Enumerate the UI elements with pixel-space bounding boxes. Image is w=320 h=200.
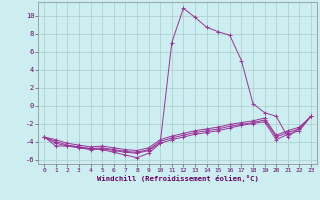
X-axis label: Windchill (Refroidissement éolien,°C): Windchill (Refroidissement éolien,°C): [97, 175, 259, 182]
